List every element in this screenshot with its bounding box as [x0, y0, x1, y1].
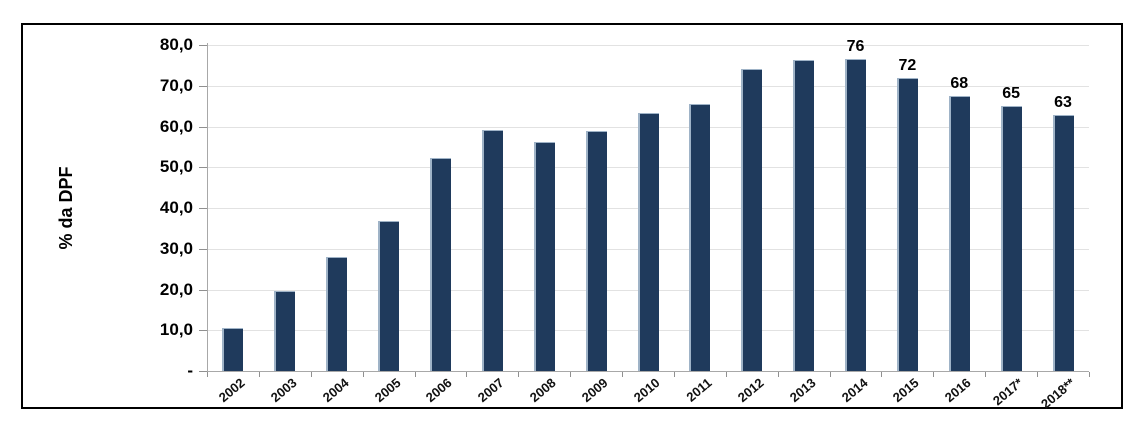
x-axis-category-label: 2007 [475, 375, 507, 406]
y-axis-line [207, 43, 208, 371]
y-axis-tick [199, 289, 207, 291]
bar [793, 59, 815, 371]
x-axis-tick [1037, 372, 1039, 377]
x-axis-category-label: 2015 [890, 375, 923, 406]
x-axis-tick [258, 372, 260, 377]
y-gridline [207, 45, 1089, 46]
bar [326, 257, 348, 371]
bar-value-label: 68 [950, 74, 969, 92]
x-axis-tick [518, 372, 520, 377]
y-axis-tick-label: 70,0 [159, 75, 193, 95]
y-axis-tick [199, 371, 207, 372]
bar [637, 113, 659, 371]
x-axis-tick [1089, 372, 1090, 377]
y-axis-tick-label: 20,0 [159, 279, 193, 299]
x-axis-tick [622, 372, 624, 377]
y-axis-tick [199, 208, 207, 209]
bar [845, 59, 867, 371]
y-axis-tick [199, 126, 207, 128]
x-axis-category-label: 2016 [942, 375, 974, 406]
x-axis-category-label: 2010 [630, 375, 663, 406]
y-axis-tick [199, 330, 207, 332]
x-axis-category-label: 2014 [838, 375, 871, 406]
y-axis-tick [199, 167, 207, 169]
bar [689, 104, 711, 371]
x-axis-category-label: 2013 [786, 375, 819, 406]
x-axis-tick [881, 372, 883, 377]
x-axis-line [207, 371, 1089, 372]
bar [378, 221, 400, 371]
y-gridline [207, 85, 1089, 87]
x-axis-tick [777, 372, 779, 377]
x-axis-tick [414, 372, 416, 377]
bar-value-label: 72 [898, 56, 917, 74]
y-axis-tick [199, 45, 207, 46]
bar [481, 129, 503, 371]
x-axis-category-label: 2003 [267, 375, 300, 406]
x-axis-tick [362, 372, 364, 377]
x-axis-tick [829, 372, 831, 377]
x-axis-category-label: 2011 [683, 375, 715, 405]
y-axis-tick-label: 60,0 [159, 116, 193, 136]
y-axis-tick [199, 248, 207, 250]
y-axis-tick-label: 10,0 [159, 320, 193, 340]
x-axis-category-label: 2004 [319, 375, 352, 406]
x-axis-category-label: 2017* [990, 375, 1026, 409]
bar-value-label: 65 [1002, 85, 1021, 103]
x-axis-category-label: 2002 [215, 375, 248, 406]
y-axis-tick [199, 85, 207, 87]
y-axis-tick-label: 80,0 [159, 35, 193, 54]
bar [533, 141, 555, 371]
y-axis-tick-label: - [187, 361, 193, 380]
x-axis-tick [310, 372, 312, 377]
bar [741, 69, 763, 371]
x-axis-tick [570, 372, 572, 377]
x-axis-category-label: 2018** [1038, 375, 1078, 412]
x-axis-category-label: 2006 [423, 375, 456, 406]
x-axis-tick [466, 372, 468, 377]
bar [429, 157, 451, 371]
x-axis-tick [725, 372, 727, 377]
x-axis-category-label: 2012 [734, 375, 767, 406]
x-axis-tick [207, 372, 208, 377]
bar-value-label: 63 [1054, 94, 1072, 112]
x-axis-category-label: 2009 [578, 375, 611, 406]
bar [1052, 115, 1074, 371]
y-axis-tick-label: 50,0 [159, 157, 193, 177]
bar [896, 77, 918, 371]
x-axis-tick [985, 372, 987, 377]
x-axis-tick [933, 372, 935, 377]
y-axis-tick-label: 30,0 [159, 238, 193, 258]
x-axis-category-label: 2008 [527, 375, 559, 406]
bar [274, 290, 296, 371]
x-axis-category-label: 2005 [371, 375, 404, 406]
bar-value-label: 76 [846, 38, 865, 56]
bar [1000, 106, 1022, 371]
x-axis-tick [673, 372, 675, 377]
bar [585, 131, 607, 371]
bar [948, 95, 970, 371]
y-axis-tick-label: 40,0 [159, 198, 193, 217]
bar [222, 328, 244, 371]
chart-frame-border [21, 23, 1123, 409]
